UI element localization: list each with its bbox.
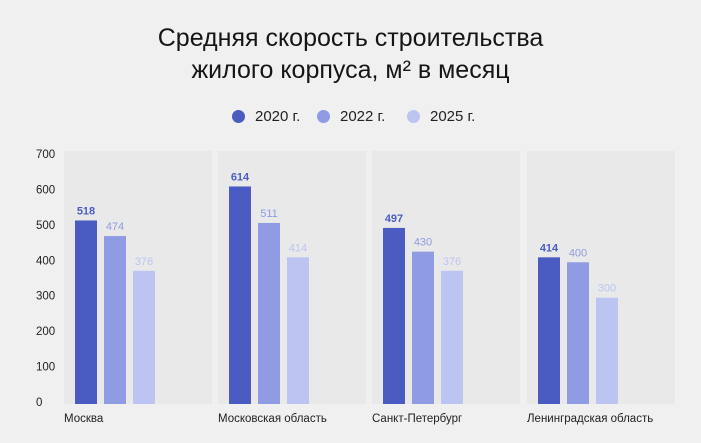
legend-label: 2025 г. <box>430 108 476 125</box>
category-label: Московская область <box>218 413 327 425</box>
data-label: 400 <box>569 247 587 259</box>
category-label: Москва <box>64 413 104 425</box>
data-label: 518 <box>77 205 95 217</box>
data-label: 497 <box>385 213 403 225</box>
bar <box>133 270 155 404</box>
data-label: 376 <box>443 256 461 268</box>
y-tick-label: 700 <box>36 149 55 161</box>
legend-item-2020: 2020 г. <box>232 108 300 125</box>
bar <box>567 262 589 404</box>
bar <box>538 257 560 404</box>
data-label: 376 <box>135 256 153 268</box>
bar <box>596 297 618 404</box>
y-tick-label: 200 <box>36 326 55 338</box>
bar <box>412 251 434 404</box>
y-tick-label: 0 <box>36 397 42 409</box>
data-label: 614 <box>231 171 250 183</box>
legend-label: 2020 г. <box>255 108 301 125</box>
data-label: 414 <box>289 242 307 254</box>
data-label: 511 <box>260 208 278 220</box>
category-label: Ленинградская область <box>527 413 653 425</box>
y-tick-label: 400 <box>36 255 55 267</box>
bar <box>104 236 126 404</box>
chart-title-line-1: Средняя скорость строительства <box>157 24 544 52</box>
legend-swatch <box>317 110 330 123</box>
legend-item-2022: 2022 г. <box>317 108 385 125</box>
data-label: 414 <box>540 242 559 254</box>
legend-swatch <box>407 110 420 123</box>
y-tick-label: 300 <box>36 291 55 303</box>
bar <box>287 257 309 404</box>
y-tick-label: 100 <box>36 362 55 374</box>
category-label: Санкт-Петербург <box>372 413 462 425</box>
data-label: 430 <box>414 237 432 249</box>
bar <box>229 186 251 404</box>
y-tick-label: 600 <box>36 184 55 196</box>
data-label: 474 <box>106 221 124 233</box>
bar <box>383 227 405 404</box>
legend-swatch <box>232 110 245 123</box>
data-label: 300 <box>598 283 616 295</box>
legend-label: 2022 г. <box>340 108 386 125</box>
chart-title-line-2: жилого корпуса, м² в месяц <box>191 56 510 84</box>
bar <box>441 270 463 404</box>
bar <box>75 220 97 404</box>
y-tick-label: 500 <box>36 220 55 232</box>
legend-item-2025: 2025 г. <box>407 108 475 125</box>
bar <box>258 222 280 404</box>
